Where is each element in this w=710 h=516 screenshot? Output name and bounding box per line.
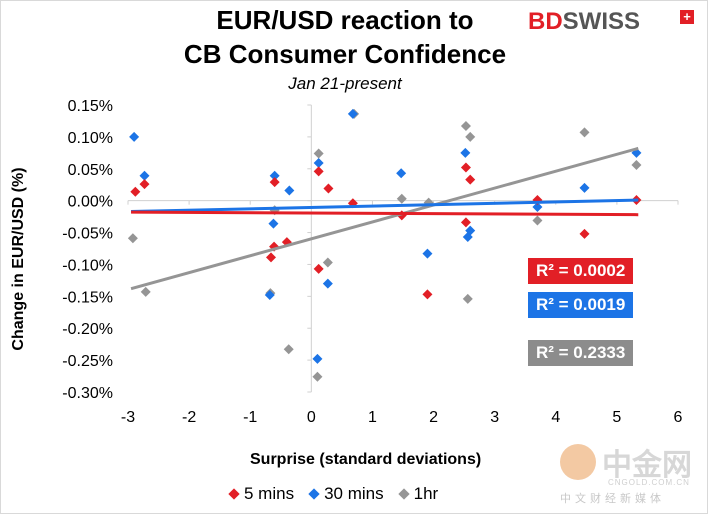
- legend-marker-1hr: [397, 488, 410, 500]
- data-point-5-mins: [579, 228, 590, 239]
- r2-label-1hr: R² = 0.2333: [528, 340, 634, 366]
- x-tick-label: 0: [307, 409, 316, 426]
- chart-title-line-1: EUR/USD reaction to: [216, 5, 474, 35]
- data-point-1hr: [396, 193, 407, 204]
- legend-label-1hr: 1hr: [413, 484, 439, 503]
- data-point-1hr: [462, 293, 473, 304]
- cngold-watermark: 中金网 CNGOLD.COM.CN 中文财经新媒体: [556, 438, 706, 508]
- data-point-30-mins: [139, 170, 150, 181]
- trendline-5-mins: [131, 210, 639, 217]
- data-point-5-mins: [139, 179, 150, 190]
- data-point-5-mins: [130, 186, 141, 197]
- data-point-1hr: [283, 344, 294, 355]
- data-point-30-mins: [269, 170, 280, 181]
- x-tick-label: 3: [490, 409, 499, 426]
- data-point-1hr: [140, 286, 151, 297]
- x-tick-label: 6: [674, 409, 683, 426]
- watermark-tagline: 中文财经新媒体: [560, 493, 665, 505]
- r2-label-5-mins: R² = 0.0002: [528, 258, 634, 284]
- chart-legend: 5 mins 30 mins 1hr: [228, 484, 530, 504]
- data-point-30-mins: [284, 185, 295, 196]
- bdswiss-logo: BDSWISS: [528, 8, 641, 35]
- data-point-5-mins: [269, 177, 280, 188]
- data-point-1hr: [465, 131, 476, 142]
- y-tick-label: 0.05%: [68, 162, 113, 179]
- data-point-5-mins: [313, 263, 324, 274]
- data-point-30-mins: [313, 158, 324, 169]
- legend-item-5-mins: 5 mins: [228, 484, 295, 504]
- data-point-5-mins: [323, 183, 334, 194]
- legend-label-30-mins: 30 mins: [324, 484, 384, 503]
- watermark-chinese-name: 中金网: [602, 449, 692, 482]
- data-point-30-mins: [396, 168, 407, 179]
- legend-marker-30-mins: [308, 488, 320, 500]
- logo-plus-icon: +: [680, 10, 694, 24]
- y-tick-label: -0.10%: [62, 257, 113, 274]
- x-tick-label: -3: [121, 409, 135, 426]
- data-point-30-mins: [579, 182, 590, 193]
- legend-label-5-mins: 5 mins: [244, 484, 295, 503]
- x-tick-label: 2: [429, 409, 438, 426]
- data-point-5-mins: [460, 162, 471, 173]
- x-tick-label: 1: [368, 409, 377, 426]
- data-point-5-mins: [266, 252, 276, 263]
- x-tick-label: 5: [612, 409, 621, 426]
- chart-title-line-2: CB Consumer Confidence: [183, 39, 507, 69]
- x-tick-label: 4: [551, 409, 560, 426]
- data-point-30-mins: [460, 147, 471, 158]
- data-point-30-mins: [347, 108, 358, 119]
- data-point-30-mins: [264, 290, 275, 301]
- data-point-30-mins: [312, 353, 323, 364]
- trendline-30-mins: [131, 198, 639, 214]
- data-point-30-mins: [268, 218, 279, 229]
- data-point-30-mins: [322, 278, 333, 289]
- y-tick-label: 0.00%: [68, 194, 113, 211]
- y-tick-label: -0.25%: [62, 353, 113, 370]
- data-point-30-mins: [422, 248, 433, 259]
- trendline-1hr: [130, 146, 639, 291]
- data-point-30-mins: [465, 225, 476, 236]
- legend-item-1hr: 1hr: [397, 484, 439, 504]
- watermark-logo-icon: [560, 444, 596, 480]
- x-tick-label: -2: [182, 409, 196, 426]
- data-point-5-mins: [313, 166, 324, 177]
- y-tick-label: -0.30%: [62, 385, 113, 402]
- data-point-5-mins: [422, 289, 433, 300]
- y-tick-label: -0.05%: [62, 226, 113, 243]
- data-point-1hr: [460, 121, 471, 132]
- y-tick-label: 0.15%: [68, 98, 113, 115]
- data-point-1hr: [631, 159, 642, 170]
- data-point-1hr: [532, 215, 543, 226]
- data-point-1hr: [579, 127, 590, 138]
- legend-item-30-mins: 30 mins: [308, 484, 384, 504]
- data-point-30-mins: [129, 131, 140, 142]
- watermark-domain: CNGOLD.COM.CN: [608, 478, 690, 487]
- x-axis-label: Surprise (standard deviations): [250, 451, 482, 468]
- data-point-1hr: [312, 371, 323, 382]
- y-tick-label: -0.20%: [62, 321, 113, 338]
- y-tick-label: -0.15%: [62, 289, 113, 306]
- data-point-1hr: [313, 148, 324, 159]
- data-point-5-mins: [460, 217, 471, 228]
- y-tick-label: 0.10%: [68, 130, 113, 147]
- data-point-30-mins: [532, 202, 543, 213]
- data-point-1hr: [127, 233, 138, 244]
- r2-label-30-mins: R² = 0.0019: [528, 292, 634, 318]
- x-tick-label: -1: [243, 409, 257, 426]
- data-point-5-mins: [465, 174, 476, 185]
- chart-subtitle: Jan 21-present: [288, 74, 402, 93]
- legend-marker-5-mins: [228, 488, 240, 500]
- data-point-1hr: [322, 257, 333, 268]
